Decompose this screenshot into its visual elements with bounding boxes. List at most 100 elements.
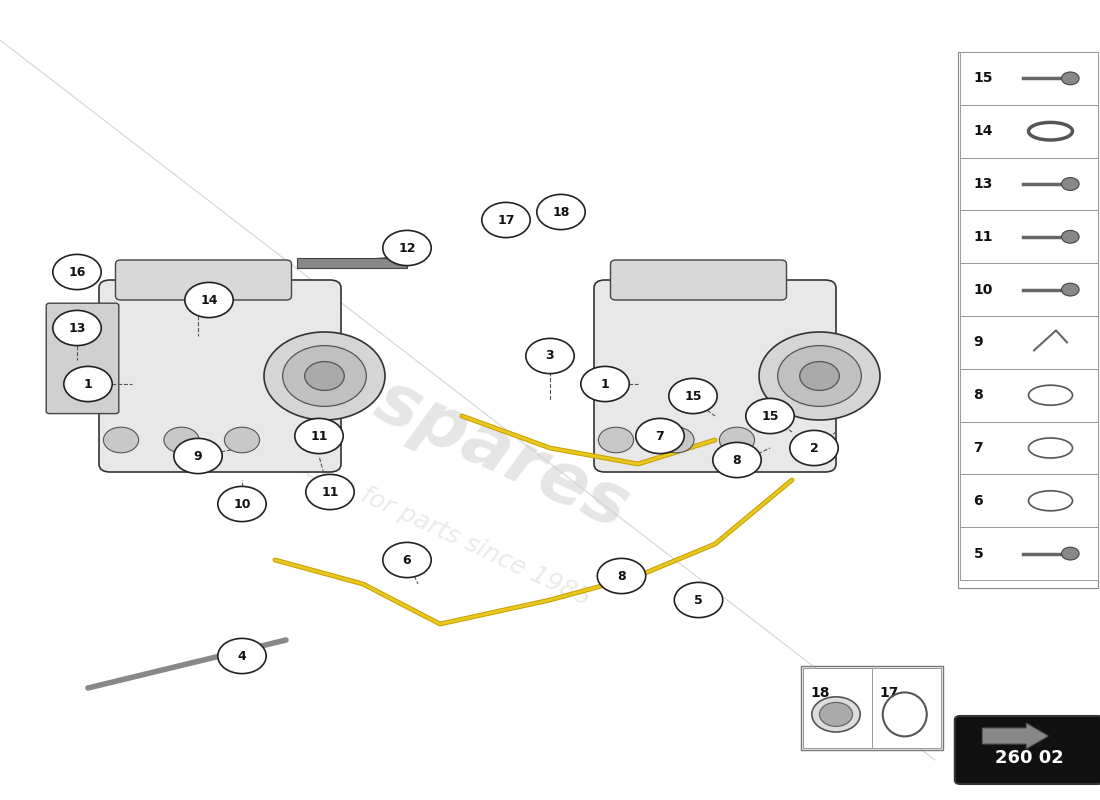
Text: 16: 16: [68, 266, 86, 278]
Circle shape: [597, 558, 646, 594]
Circle shape: [53, 254, 101, 290]
Circle shape: [790, 430, 838, 466]
Circle shape: [820, 702, 852, 726]
Text: 14: 14: [974, 124, 993, 138]
Text: 8: 8: [974, 388, 983, 402]
Text: 2: 2: [810, 442, 818, 454]
Circle shape: [383, 542, 431, 578]
Text: 8: 8: [733, 454, 741, 466]
Circle shape: [224, 427, 260, 453]
Circle shape: [482, 202, 530, 238]
Text: 10: 10: [974, 282, 993, 297]
Text: 6: 6: [403, 554, 411, 566]
Circle shape: [581, 366, 629, 402]
Circle shape: [383, 230, 431, 266]
Circle shape: [174, 438, 222, 474]
Text: 18: 18: [552, 206, 570, 218]
Circle shape: [283, 346, 366, 406]
Bar: [803, 668, 940, 748]
FancyBboxPatch shape: [46, 303, 119, 414]
Circle shape: [526, 338, 574, 374]
Text: 4: 4: [238, 650, 246, 662]
Bar: [960, 422, 1098, 474]
Circle shape: [713, 442, 761, 478]
Text: 9: 9: [194, 450, 202, 462]
Bar: [960, 527, 1098, 580]
Circle shape: [53, 310, 101, 346]
Circle shape: [812, 697, 860, 732]
FancyBboxPatch shape: [116, 260, 292, 300]
Text: 260 02: 260 02: [994, 749, 1064, 767]
Text: 5: 5: [694, 594, 703, 606]
Text: 15: 15: [684, 390, 702, 402]
Circle shape: [164, 427, 199, 453]
Circle shape: [218, 638, 266, 674]
Circle shape: [800, 362, 839, 390]
Text: 13: 13: [974, 177, 993, 191]
Text: 5: 5: [974, 546, 983, 561]
Circle shape: [264, 332, 385, 420]
Text: 11: 11: [310, 430, 328, 442]
Circle shape: [746, 398, 794, 434]
Circle shape: [218, 486, 266, 522]
Text: 11: 11: [974, 230, 993, 244]
FancyBboxPatch shape: [99, 280, 341, 472]
Circle shape: [1062, 178, 1079, 190]
Bar: [960, 105, 1098, 158]
Text: 18: 18: [811, 686, 830, 699]
Text: 7: 7: [974, 441, 983, 455]
Circle shape: [537, 194, 585, 230]
Bar: [960, 52, 1098, 105]
Text: a passion for parts since 1985: a passion for parts since 1985: [242, 430, 594, 610]
Circle shape: [185, 282, 233, 318]
Text: 1: 1: [601, 378, 609, 390]
Text: 17: 17: [497, 214, 515, 226]
FancyBboxPatch shape: [955, 716, 1100, 784]
Bar: [803, 668, 871, 748]
Circle shape: [306, 474, 354, 510]
Bar: [871, 668, 940, 748]
Circle shape: [295, 418, 343, 454]
Circle shape: [719, 427, 755, 453]
Text: 7: 7: [656, 430, 664, 442]
Circle shape: [659, 427, 694, 453]
Circle shape: [759, 332, 880, 420]
Circle shape: [1062, 230, 1079, 243]
Text: eurospares: eurospares: [197, 288, 639, 544]
Text: 17: 17: [880, 686, 899, 699]
Text: 6: 6: [974, 494, 983, 508]
Polygon shape: [982, 723, 1048, 749]
Bar: [960, 474, 1098, 527]
Bar: [960, 158, 1098, 210]
Bar: [960, 316, 1098, 369]
Bar: [297, 258, 407, 268]
Bar: [960, 369, 1098, 422]
Bar: [960, 263, 1098, 316]
Text: 14: 14: [200, 294, 218, 306]
Text: 13: 13: [68, 322, 86, 334]
Text: 3: 3: [546, 350, 554, 362]
Circle shape: [1062, 72, 1079, 85]
Text: 15: 15: [974, 71, 993, 86]
Circle shape: [305, 362, 344, 390]
Circle shape: [64, 366, 112, 402]
Text: 12: 12: [398, 242, 416, 254]
Text: 1: 1: [84, 378, 92, 390]
FancyBboxPatch shape: [594, 280, 836, 472]
Bar: [958, 52, 1098, 588]
FancyBboxPatch shape: [610, 260, 786, 300]
Circle shape: [636, 418, 684, 454]
Circle shape: [669, 378, 717, 414]
Bar: [960, 210, 1098, 263]
Circle shape: [103, 427, 139, 453]
Circle shape: [778, 346, 861, 406]
Text: 10: 10: [233, 498, 251, 510]
Text: 8: 8: [617, 570, 626, 582]
Circle shape: [1062, 283, 1079, 296]
Bar: [801, 666, 943, 750]
Circle shape: [674, 582, 723, 618]
Text: 9: 9: [974, 335, 983, 350]
Circle shape: [1062, 547, 1079, 560]
Circle shape: [598, 427, 634, 453]
Text: 15: 15: [761, 410, 779, 422]
